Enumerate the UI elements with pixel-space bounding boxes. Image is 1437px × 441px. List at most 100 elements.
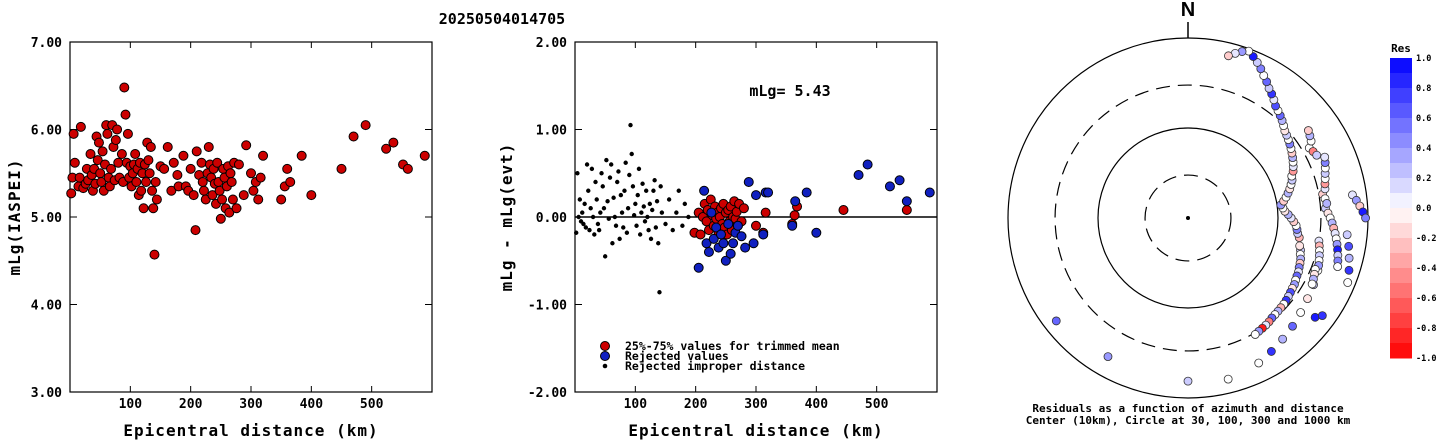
residual-point — [1312, 150, 1322, 160]
y-tick-label: 4.00 — [31, 299, 62, 314]
improper-distance-point — [623, 160, 628, 165]
improper-distance-point — [630, 184, 636, 189]
colorbar-cell — [1390, 148, 1412, 164]
data-point — [191, 146, 202, 157]
data-point — [227, 194, 238, 205]
legend-label-improper: Rejected improper distance — [625, 359, 805, 373]
left-x-axis-label: Epicentral distance (km) — [123, 421, 378, 440]
improper-distance-point — [611, 195, 616, 200]
colorbar-cell — [1390, 298, 1412, 314]
mid-points — [574, 122, 935, 295]
x-tick-label: 500 — [865, 397, 889, 412]
improper-distance-point — [653, 225, 659, 230]
data-point — [122, 128, 133, 139]
trimmed-point — [760, 207, 771, 218]
data-point — [116, 149, 127, 159]
improper-distance-point — [586, 188, 591, 193]
colorbar-tick-label: -0.6 — [1416, 294, 1436, 304]
data-point — [419, 150, 430, 161]
improper-distance-point — [633, 201, 638, 207]
colorbar-cell — [1390, 328, 1412, 344]
mid-x-axis-label: Epicentral distance (km) — [628, 421, 883, 440]
legend-marker-improper — [602, 363, 608, 369]
x-tick-label: 100 — [624, 397, 648, 412]
improper-distance-point — [658, 184, 663, 189]
legend-label-trimmed: 25%-75% values for trimmed mean — [625, 339, 840, 353]
colorbar-cell — [1390, 253, 1412, 269]
residual-point — [1295, 241, 1305, 251]
improper-distance-point — [651, 188, 656, 193]
colorbar-cell — [1390, 283, 1412, 299]
data-point — [258, 150, 269, 161]
improper-distance-point — [605, 199, 610, 204]
polar-points — [1051, 46, 1370, 386]
trimmed-point — [695, 229, 706, 240]
polar-residual-panel: N Residuals as a function of azimuth and… — [1007, 0, 1370, 427]
y-tick-label: 1.00 — [536, 124, 567, 139]
data-point — [145, 142, 156, 152]
data-point — [162, 142, 173, 152]
residual-point — [1344, 265, 1354, 275]
residual-point — [1103, 352, 1113, 361]
residual-point — [1344, 253, 1354, 263]
improper-distance-point — [676, 188, 681, 193]
improper-distance-point — [645, 214, 650, 220]
data-point — [215, 213, 226, 224]
data-point — [203, 142, 214, 152]
legend-marker-trimmed — [600, 341, 610, 351]
improper-distance-point — [601, 206, 607, 211]
improper-distance-point — [599, 171, 604, 176]
data-point — [148, 203, 159, 214]
improper-distance-point — [627, 172, 632, 178]
residual-point — [1333, 262, 1343, 272]
data-point — [168, 157, 179, 168]
rejected-point — [853, 170, 864, 180]
improper-distance-point — [647, 201, 653, 207]
rejected-point — [708, 233, 719, 244]
rejected-point — [748, 238, 759, 249]
mlg-annotation: mLg= 5.43 — [749, 82, 830, 100]
rejected-point — [901, 196, 912, 207]
colorbar-cell — [1390, 343, 1412, 359]
data-point — [190, 225, 201, 236]
rejected-point — [718, 238, 729, 249]
colorbar-tick-label: 1.0 — [1416, 54, 1431, 64]
residual-point — [1307, 279, 1317, 289]
x-tick-label: 300 — [239, 397, 263, 412]
trimmed-point — [838, 205, 849, 215]
improper-distance-point — [656, 241, 661, 246]
colorbar-cell — [1390, 103, 1412, 119]
data-point — [119, 82, 130, 93]
y-tick-label: 3.00 — [31, 386, 62, 401]
figure-title: 20250504014705 — [439, 10, 565, 28]
colorbar-cell — [1390, 73, 1412, 89]
rejected-point — [763, 187, 774, 198]
left-plot-frame — [69, 41, 433, 393]
improper-distance-point — [583, 225, 589, 230]
colorbar-tick-label: -1.0 — [1416, 354, 1436, 364]
residual-point — [1343, 278, 1353, 287]
data-point — [178, 150, 189, 161]
improper-distance-point — [682, 201, 688, 207]
rejected-point — [716, 229, 727, 240]
rejected-point — [711, 222, 722, 233]
improper-distance-point — [598, 210, 603, 215]
residual-point — [1288, 321, 1297, 331]
residual-point — [1051, 316, 1061, 326]
data-point — [113, 157, 124, 168]
data-point — [147, 185, 158, 196]
improper-distance-point — [580, 210, 585, 215]
residual-point — [1254, 358, 1264, 368]
data-point — [188, 190, 199, 201]
trimmed-point — [751, 220, 761, 231]
improper-distance-point — [581, 221, 586, 227]
data-point — [185, 163, 196, 174]
data-point — [248, 185, 259, 196]
rejected-point — [720, 255, 731, 266]
improper-distance-point — [616, 169, 621, 174]
residual-point — [1266, 347, 1276, 356]
data-point — [69, 157, 80, 168]
distance-circle-30 — [1144, 174, 1232, 262]
data-point — [253, 194, 264, 205]
rejected-point — [862, 159, 873, 170]
